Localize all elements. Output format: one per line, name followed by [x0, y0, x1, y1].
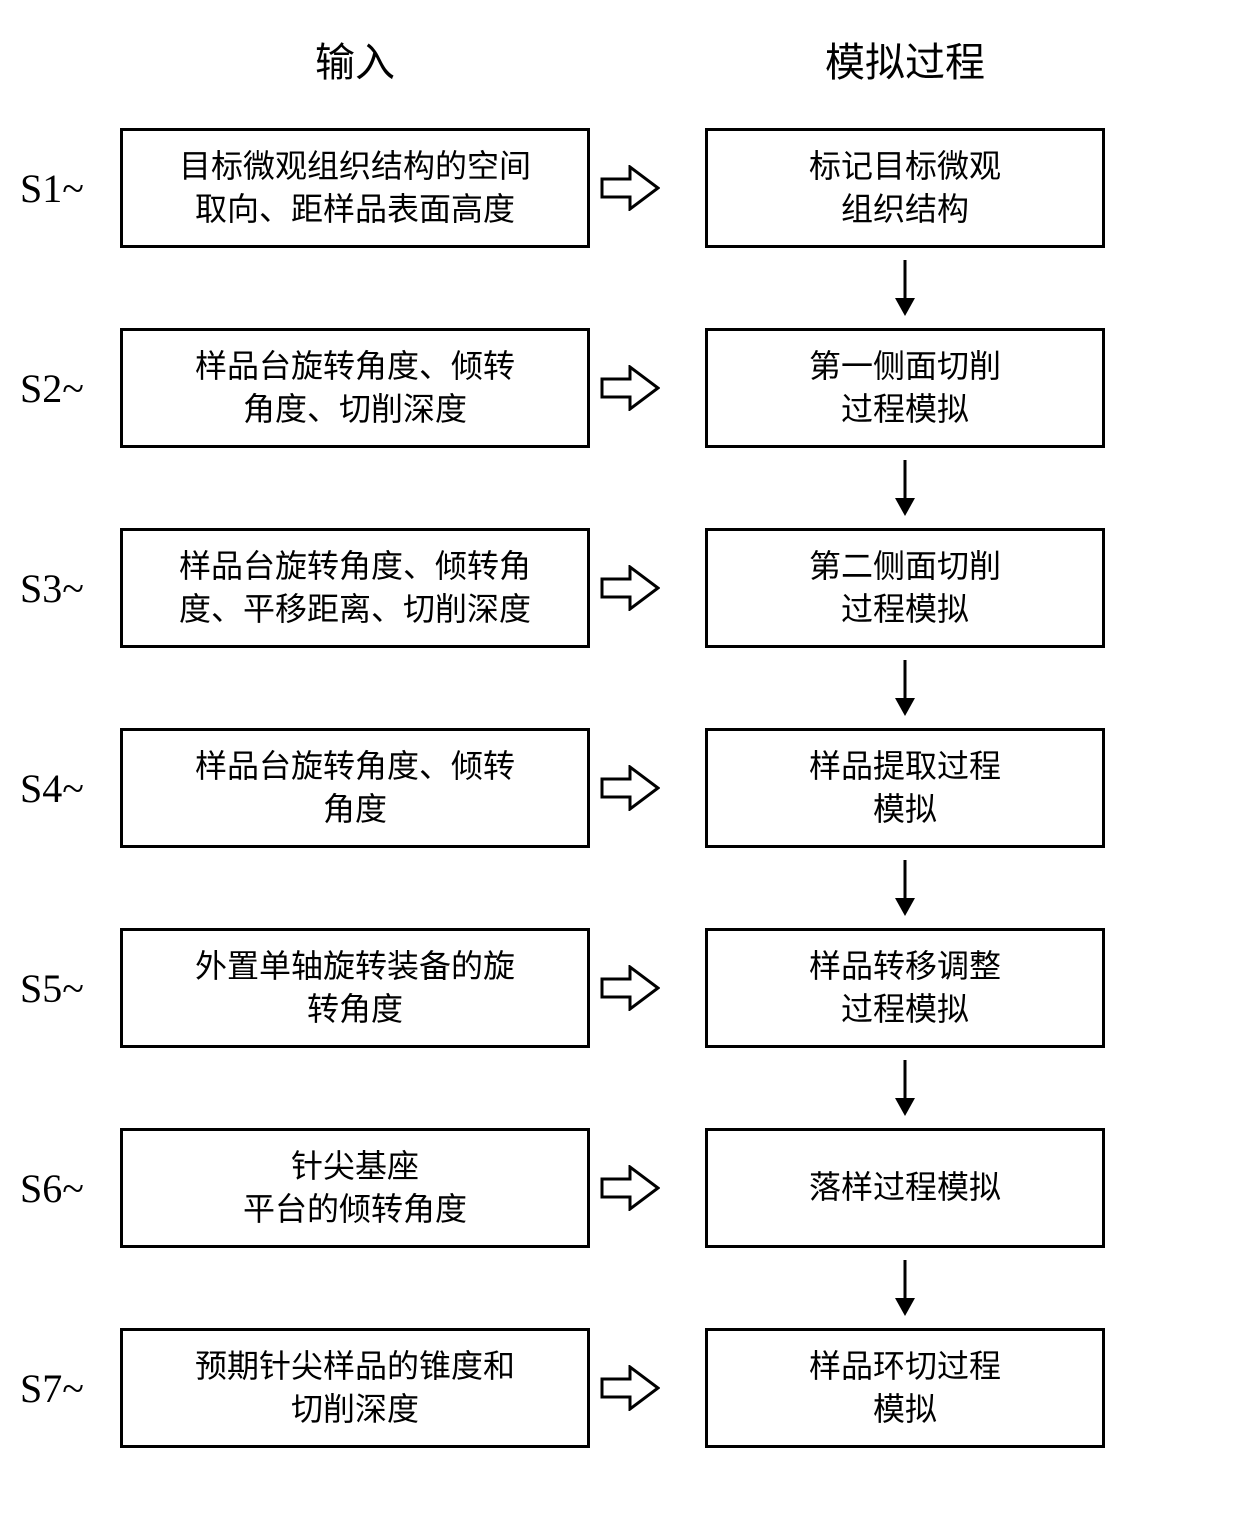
step-row: S7~预期针尖样品的锥度和切削深度 样品环切过程模拟	[20, 1318, 1220, 1458]
step-row: S6~针尖基座平台的倾转角度 落样过程模拟	[20, 1118, 1220, 1258]
step-label: S6~	[20, 1165, 120, 1212]
arrow-right-icon	[600, 165, 660, 211]
h-arrow-cell	[590, 565, 670, 611]
arrow-down-icon	[892, 1060, 918, 1116]
arrow-right-icon	[600, 965, 660, 1011]
input-box: 样品台旋转角度、倾转角度、平移距离、切削深度	[120, 528, 590, 648]
process-box: 样品环切过程模拟	[705, 1328, 1105, 1448]
v-connector-row	[20, 1058, 1220, 1118]
process-box: 样品提取过程模拟	[705, 728, 1105, 848]
arrow-right-icon	[600, 565, 660, 611]
process-box: 样品转移调整过程模拟	[705, 928, 1105, 1048]
step-label: S7~	[20, 1365, 120, 1412]
process-box: 标记目标微观组织结构	[705, 128, 1105, 248]
h-arrow-cell	[590, 1365, 670, 1411]
arrow-down-icon	[892, 1260, 918, 1316]
v-connector-row	[20, 1258, 1220, 1318]
h-arrow-cell	[590, 965, 670, 1011]
flowchart-container: 输入 模拟过程 S1~目标微观组织结构的空间取向、距样品表面高度 标记目标微观组…	[20, 30, 1220, 1458]
arrow-down-icon	[892, 260, 918, 316]
v-arrow-cell	[670, 1260, 1140, 1316]
h-arrow-cell	[590, 1165, 670, 1211]
input-box: 针尖基座平台的倾转角度	[120, 1128, 590, 1248]
v-arrow-cell	[670, 660, 1140, 716]
step-label: S5~	[20, 965, 120, 1012]
input-box: 样品台旋转角度、倾转角度	[120, 728, 590, 848]
input-box: 预期针尖样品的锥度和切削深度	[120, 1328, 590, 1448]
process-col-wrap: 样品转移调整过程模拟	[670, 928, 1140, 1048]
arrow-right-icon	[600, 1365, 660, 1411]
step-label: S2~	[20, 365, 120, 412]
step-label: S4~	[20, 765, 120, 812]
step-label: S3~	[20, 565, 120, 612]
process-col-wrap: 第二侧面切削过程模拟	[670, 528, 1140, 648]
v-arrow-cell	[670, 1060, 1140, 1116]
process-col-wrap: 样品环切过程模拟	[670, 1328, 1140, 1448]
v-connector-row	[20, 458, 1220, 518]
v-connector-row	[20, 858, 1220, 918]
v-connector-row	[20, 658, 1220, 718]
v-arrow-cell	[670, 260, 1140, 316]
header-row: 输入 模拟过程	[20, 30, 1220, 88]
process-box: 第二侧面切削过程模拟	[705, 528, 1105, 648]
input-box: 外置单轴旋转装备的旋转角度	[120, 928, 590, 1048]
step-row: S1~目标微观组织结构的空间取向、距样品表面高度 标记目标微观组织结构	[20, 118, 1220, 258]
arrow-right-icon	[600, 765, 660, 811]
steps-list: S1~目标微观组织结构的空间取向、距样品表面高度 标记目标微观组织结构 S2~样…	[20, 118, 1220, 1458]
input-box: 目标微观组织结构的空间取向、距样品表面高度	[120, 128, 590, 248]
step-label: S1~	[20, 165, 120, 212]
arrow-right-icon	[600, 365, 660, 411]
step-row: S3~样品台旋转角度、倾转角度、平移距离、切削深度 第二侧面切削过程模拟	[20, 518, 1220, 658]
process-box: 落样过程模拟	[705, 1128, 1105, 1248]
arrow-down-icon	[892, 460, 918, 516]
process-col-wrap: 落样过程模拟	[670, 1128, 1140, 1248]
v-connector-row	[20, 258, 1220, 318]
header-input-title: 输入	[120, 30, 590, 88]
process-col-wrap: 样品提取过程模拟	[670, 728, 1140, 848]
process-box: 第一侧面切削过程模拟	[705, 328, 1105, 448]
step-row: S2~样品台旋转角度、倾转角度、切削深度 第一侧面切削过程模拟	[20, 318, 1220, 458]
process-col-wrap: 第一侧面切削过程模拟	[670, 328, 1140, 448]
h-arrow-cell	[590, 765, 670, 811]
arrow-right-icon	[600, 1165, 660, 1211]
h-arrow-cell	[590, 165, 670, 211]
process-col-wrap: 标记目标微观组织结构	[670, 128, 1140, 248]
step-row: S5~外置单轴旋转装备的旋转角度 样品转移调整过程模拟	[20, 918, 1220, 1058]
arrow-down-icon	[892, 660, 918, 716]
v-arrow-cell	[670, 860, 1140, 916]
v-arrow-cell	[670, 460, 1140, 516]
input-box: 样品台旋转角度、倾转角度、切削深度	[120, 328, 590, 448]
header-process-title: 模拟过程	[670, 30, 1140, 88]
arrow-down-icon	[892, 860, 918, 916]
step-row: S4~样品台旋转角度、倾转角度 样品提取过程模拟	[20, 718, 1220, 858]
h-arrow-cell	[590, 365, 670, 411]
